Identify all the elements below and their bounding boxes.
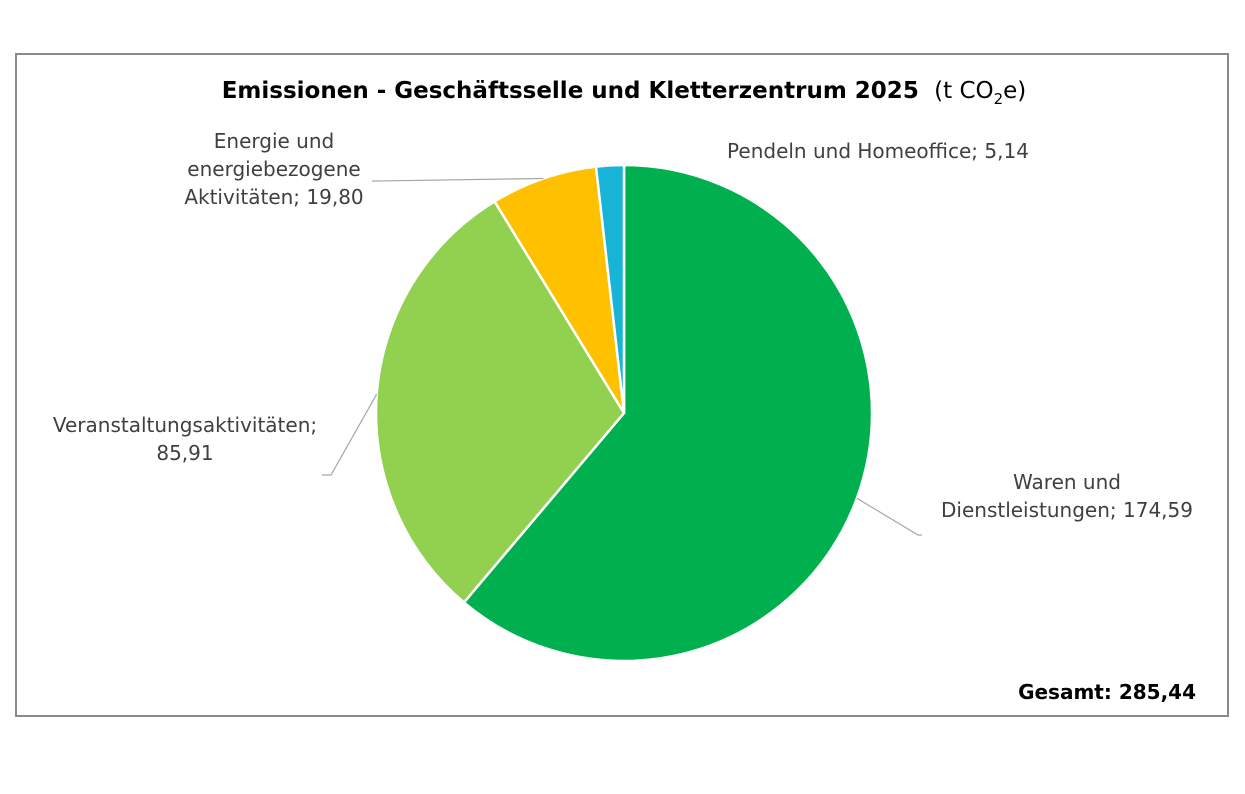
slice-label-line: Aktivitäten; 19,80 xyxy=(184,185,363,209)
slice-label-3: Energie und energiebezogene Aktivitäten; 1… xyxy=(184,129,363,209)
leader-line-2 xyxy=(322,393,378,476)
slice-label-line: Veranstaltungsaktivitäten; xyxy=(53,413,317,437)
chart-title-unit-sub: 2 xyxy=(994,90,1004,108)
chart-title: Emissionen - Geschäftsselle und Kletterz… xyxy=(222,78,1027,108)
slice-label-line: Pendeln und Homeoffice; 5,14 xyxy=(727,139,1029,163)
pie-slice-3 xyxy=(492,165,626,414)
pie-slice-4 xyxy=(594,163,626,414)
chart-title-main: Emissionen - Geschäftsselle und Kletterz… xyxy=(222,78,919,104)
leader-line-1 xyxy=(856,497,922,536)
chart-title-unit-prefix: (t CO xyxy=(934,78,993,104)
slice-label-line: 85,91 xyxy=(156,441,213,465)
slice-label-2: Veranstaltungsaktivitäten; 85,91 xyxy=(53,413,317,465)
pie-slice-1 xyxy=(462,163,874,663)
chart-title-unit-suffix: e) xyxy=(1003,78,1026,104)
slice-label-line: energiebezogene xyxy=(187,157,360,181)
leader-line-3 xyxy=(372,177,544,182)
slice-label-line: Waren und xyxy=(1013,470,1121,494)
slice-label-line: Dienstleistungen; 174,59 xyxy=(941,498,1193,522)
slice-label-4: Pendeln und Homeoffice; 5,14 xyxy=(727,139,1029,163)
slice-label-1: Waren und Dienstleistungen; 174,59 xyxy=(941,470,1193,522)
slice-label-line: Energie und xyxy=(214,129,334,153)
total-label: Gesamt: 285,44 xyxy=(1018,680,1196,704)
